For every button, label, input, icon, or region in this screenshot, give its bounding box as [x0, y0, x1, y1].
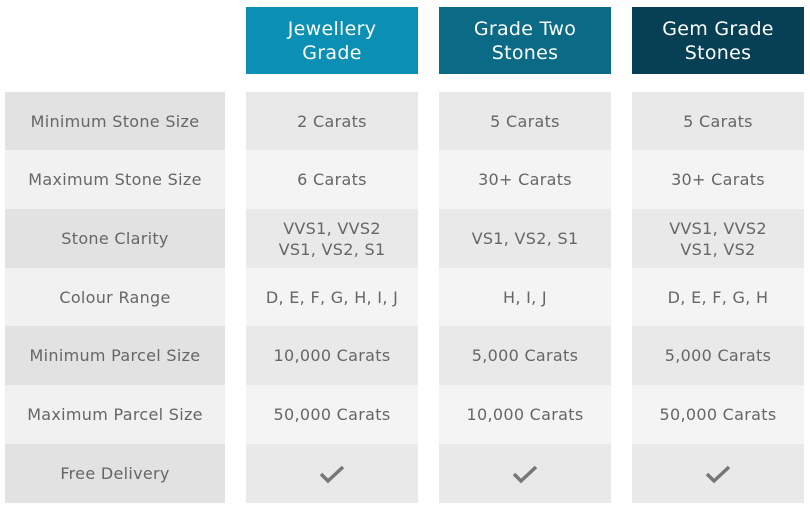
cell: 2 Carats — [246, 92, 418, 150]
cell: D, E, F, G, H, I, J — [246, 268, 418, 326]
cell: 5,000 Carats — [439, 326, 611, 385]
row-label: Colour Range — [5, 268, 225, 326]
check-icon — [705, 465, 731, 483]
row-label: Stone Clarity — [5, 209, 225, 268]
cell — [632, 444, 804, 503]
row-label: Minimum Parcel Size — [5, 326, 225, 385]
cell: VVS1, VVS2 VS1, VS2 — [632, 209, 804, 268]
column-header: Grade Two Stones — [439, 7, 611, 74]
cell: 6 Carats — [246, 150, 418, 209]
check-icon — [319, 465, 345, 483]
cell: H, I, J — [439, 268, 611, 326]
cell: 5 Carats — [632, 92, 804, 150]
row-label: Free Delivery — [5, 444, 225, 503]
cell: 50,000 Carats — [246, 385, 418, 444]
cell: VVS1, VVS2 VS1, VS2, S1 — [246, 209, 418, 268]
cell: 30+ Carats — [439, 150, 611, 209]
cell: 5 Carats — [439, 92, 611, 150]
cell: 10,000 Carats — [439, 385, 611, 444]
cell: VS1, VS2, S1 — [439, 209, 611, 268]
row-label: Maximum Parcel Size — [5, 385, 225, 444]
cell — [439, 444, 611, 503]
cell: 30+ Carats — [632, 150, 804, 209]
check-icon — [512, 465, 538, 483]
row-label: Maximum Stone Size — [5, 150, 225, 209]
row-label: Minimum Stone Size — [5, 92, 225, 150]
cell: 5,000 Carats — [632, 326, 804, 385]
column-header: Jewellery Grade — [246, 7, 418, 74]
column-header: Gem Grade Stones — [632, 7, 804, 74]
cell: D, E, F, G, H — [632, 268, 804, 326]
cell: 50,000 Carats — [632, 385, 804, 444]
cell — [246, 444, 418, 503]
cell: 10,000 Carats — [246, 326, 418, 385]
